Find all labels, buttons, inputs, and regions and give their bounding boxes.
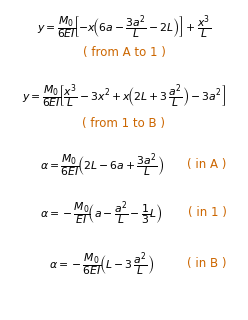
Text: ( from 1 to B ): ( from 1 to B ) [83,117,165,130]
Text: $\alpha = -\dfrac{M_0}{EI}\!\left(a - \dfrac{a^2}{L} - \dfrac{1}{3}L\right)$: $\alpha = -\dfrac{M_0}{EI}\!\left(a - \d… [40,199,163,227]
Text: ( in A ): ( in A ) [187,158,227,171]
Text: $\alpha = -\dfrac{M_0}{6EI}\!\left(L - 3\,\dfrac{a^2}{L}\right)$: $\alpha = -\dfrac{M_0}{6EI}\!\left(L - 3… [49,250,154,278]
Text: $\alpha = \dfrac{M_0}{6EI}\!\left(2L - 6a + \dfrac{3a^2}{L}\right)$: $\alpha = \dfrac{M_0}{6EI}\!\left(2L - 6… [40,151,164,179]
Text: ( from A to 1 ): ( from A to 1 ) [83,46,165,59]
Text: ( in B ): ( in B ) [187,258,227,270]
Text: ( in 1 ): ( in 1 ) [188,206,226,219]
Text: $y = \dfrac{M_0}{6EI}\!\left[\dfrac{x^3}{L} - 3x^2 + x\!\left(2L + 3\,\dfrac{a^2: $y = \dfrac{M_0}{6EI}\!\left[\dfrac{x^3}… [22,82,226,110]
Text: $y = \dfrac{M_0}{6EI}\!\left[-x\!\left(6a - \dfrac{3a^2}{L} - 2L\right)\right] +: $y = \dfrac{M_0}{6EI}\!\left[-x\!\left(6… [37,13,211,41]
